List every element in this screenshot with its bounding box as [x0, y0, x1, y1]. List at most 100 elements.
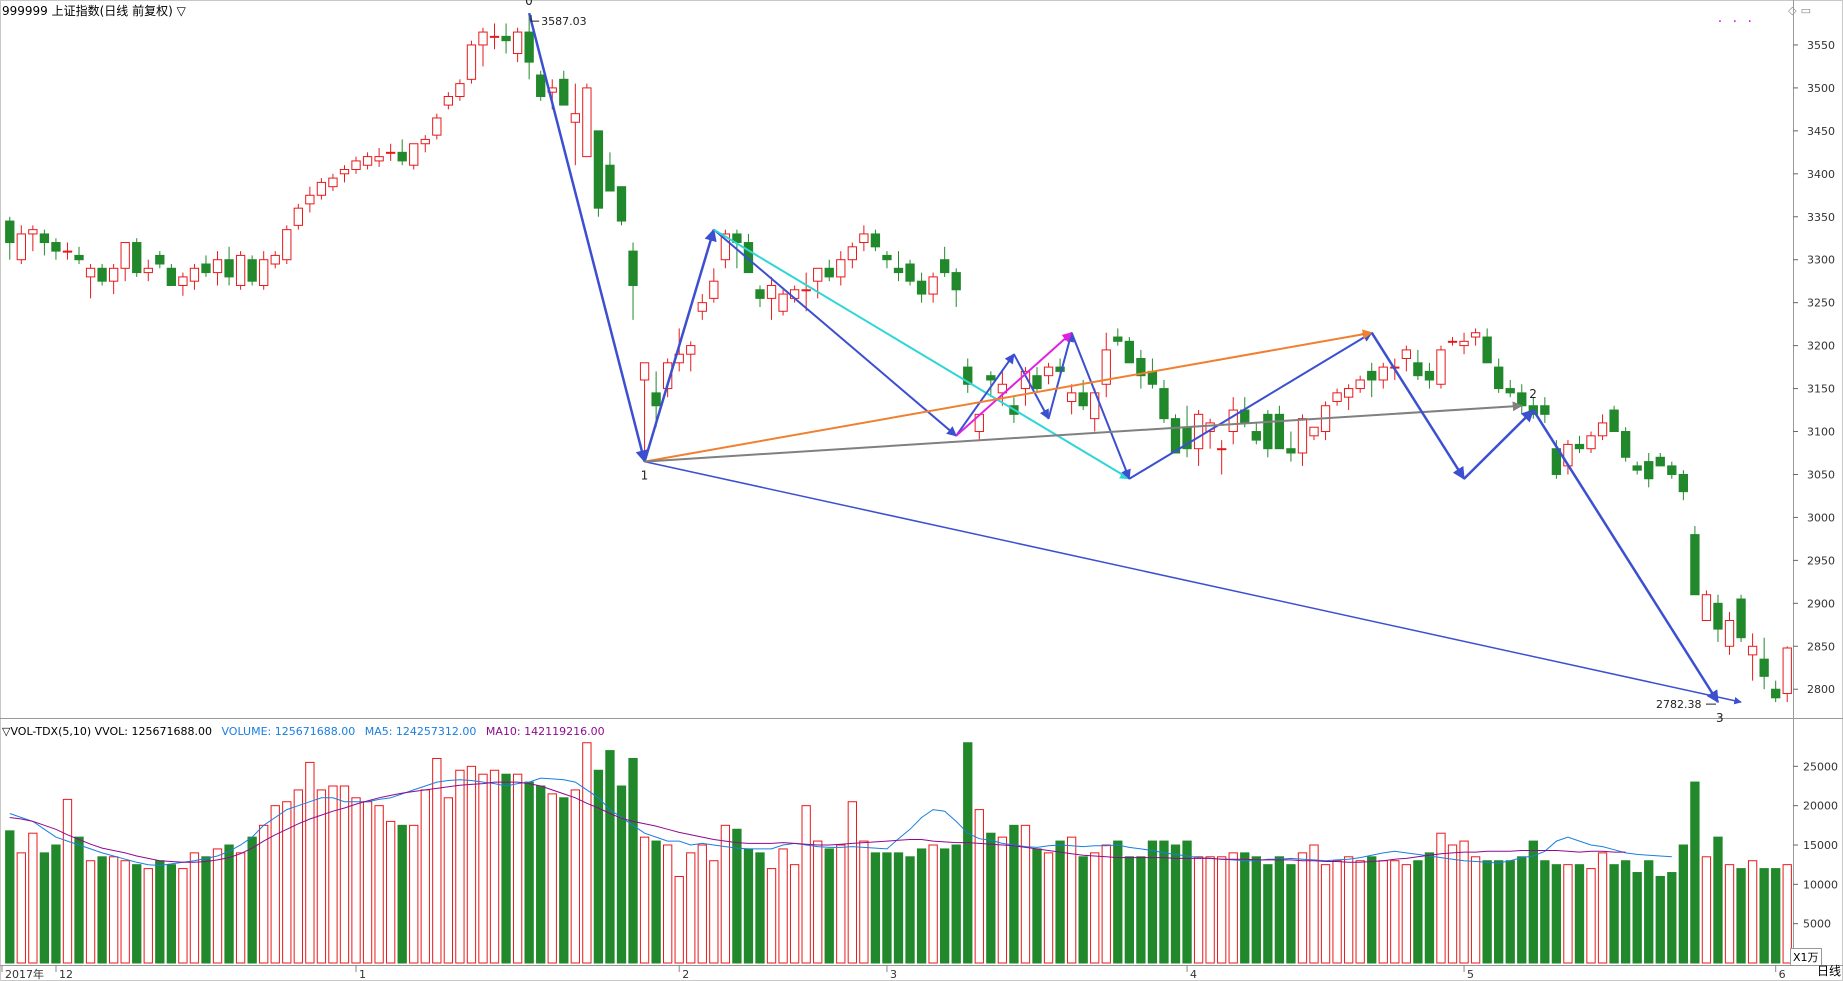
volume-axis-label: 5000 [1803, 918, 1831, 931]
volume-bar [132, 864, 142, 964]
restore-icon[interactable]: ▭ [1800, 4, 1815, 17]
candle-body [1193, 413, 1204, 450]
volume-bar [1747, 860, 1758, 964]
volume-bar [247, 836, 257, 964]
volume-bar [1782, 864, 1792, 964]
price-axis-label: 3250 [1807, 297, 1835, 310]
time-axis-label: 2017年 [5, 967, 44, 981]
candle-body [940, 259, 950, 274]
candle-body [108, 267, 119, 282]
volume-bar [51, 844, 61, 964]
candle-body [720, 233, 731, 261]
volume-bar [339, 785, 350, 964]
volume-bar [997, 836, 1008, 964]
volume-bar [951, 844, 961, 964]
volume-bar [847, 801, 857, 964]
volume-bar [293, 789, 303, 964]
candle-body [743, 242, 754, 274]
candle-body [1343, 388, 1354, 398]
candle-body [1736, 598, 1746, 639]
diamond-icon[interactable]: ◇ [1788, 4, 1801, 17]
volume-bar [916, 848, 927, 964]
candle-body [259, 259, 269, 286]
candle-body [1782, 647, 1792, 695]
candle-body [489, 35, 500, 38]
candle-body [882, 254, 892, 261]
candle-body [1332, 392, 1342, 402]
volume-bar [709, 860, 719, 964]
volume-bar [789, 864, 800, 964]
volume-series [5, 742, 1792, 964]
volume-bar [178, 868, 188, 964]
volume-bar [524, 781, 534, 964]
volume-bar [1632, 872, 1642, 964]
candle-body [282, 229, 292, 261]
volume-bar [743, 848, 754, 964]
volume-bar [940, 848, 950, 964]
candle-body [859, 233, 869, 244]
volume-bar [1217, 856, 1227, 964]
volume-bar [1182, 840, 1192, 964]
volume-bar [1228, 852, 1238, 964]
volume-bar [1678, 844, 1689, 964]
candle-body [16, 233, 26, 261]
candle-body [166, 267, 177, 286]
volume-bar [1090, 852, 1100, 964]
volume-bar [189, 852, 200, 964]
volume-bar [1101, 844, 1111, 964]
volume-bar [1170, 844, 1181, 964]
wave-arrow-down-a [713, 228, 957, 437]
volume-bar [547, 793, 557, 964]
candle-body [1459, 340, 1469, 347]
volume-bar [1436, 832, 1446, 964]
wave-arrow-up [643, 228, 717, 462]
volume-bar [870, 852, 881, 964]
volume-bar [882, 852, 892, 964]
candle-body [432, 117, 442, 136]
volume-bar [374, 805, 384, 964]
candle-body [270, 254, 280, 265]
candle-body [801, 289, 811, 292]
volume-bar [1286, 864, 1296, 964]
volume-bar [409, 824, 419, 964]
volume-bar [1147, 840, 1158, 964]
candle-body [1771, 688, 1781, 699]
candlestick-series [5, 13, 1792, 703]
volume-bar [1597, 852, 1608, 964]
volume-bar [1413, 860, 1423, 964]
candle-body [1032, 375, 1042, 390]
volume-bar [755, 852, 765, 964]
candle-body [224, 259, 234, 278]
wave-arrow-c [1013, 353, 1050, 420]
candle-body [420, 138, 430, 145]
candle-body [1355, 379, 1365, 390]
candle-body [247, 259, 257, 282]
volume-bar [316, 789, 327, 964]
wave-arrow-d [1047, 331, 1075, 419]
volume-bar [455, 769, 465, 964]
candle-body [997, 383, 1008, 394]
volume-bar [1644, 860, 1654, 964]
candle-body [501, 35, 511, 42]
candle-body [512, 31, 523, 55]
candle-body [1113, 336, 1123, 342]
volume-bar [1367, 856, 1377, 964]
volume-bar [1447, 844, 1458, 964]
volume-bar [512, 773, 523, 964]
volume-bar [28, 832, 38, 964]
candle-body [143, 267, 153, 274]
volume-bar [1424, 852, 1435, 964]
candle-body [293, 207, 303, 226]
volume-bar [1113, 840, 1123, 964]
candle-body [1447, 340, 1458, 343]
candle-body [755, 289, 765, 299]
period-label[interactable]: 日线 [1816, 964, 1841, 978]
volume-bar [259, 824, 269, 964]
candle-body [155, 254, 165, 265]
candle-body [1228, 409, 1238, 433]
candle-body [1505, 388, 1515, 394]
price-axis-label: 3150 [1807, 383, 1835, 396]
candle-body [28, 229, 38, 235]
volume-bar [686, 852, 696, 964]
candle-body [1494, 366, 1504, 390]
